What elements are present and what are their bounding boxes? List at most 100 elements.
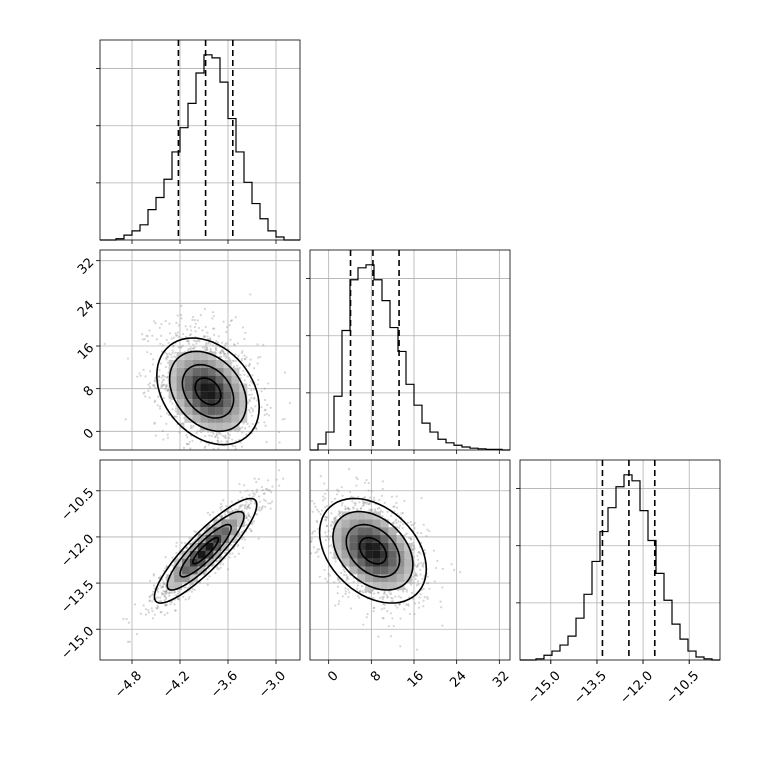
density-cell: [333, 542, 342, 551]
scatter-point: [363, 501, 366, 504]
scatter-point: [161, 385, 164, 388]
contour-level-3: [318, 497, 428, 604]
density-cell: [166, 582, 175, 591]
scatter-point: [303, 542, 305, 544]
scatter-point: [422, 563, 425, 566]
scatter-point: [419, 552, 422, 555]
scatter-point: [236, 430, 239, 433]
scatter-point: [333, 516, 337, 520]
scatter-point: [390, 600, 393, 603]
scatter-point: [234, 445, 237, 448]
scatter-point: [246, 422, 249, 425]
scatter-point: [208, 524, 211, 527]
scatter-point: [241, 496, 244, 499]
scatter-point: [232, 365, 235, 368]
scatter-point: [413, 563, 417, 567]
x-tick-label-1-0: 0: [325, 668, 341, 684]
density-cell: [213, 542, 222, 551]
scatter-point: [412, 546, 416, 549]
scatter-point: [224, 434, 227, 437]
scatter-point: [310, 499, 314, 503]
density-cell: [404, 550, 413, 559]
scatter-point: [278, 484, 281, 487]
scatter-point: [241, 431, 244, 434]
scatter-point: [163, 599, 166, 602]
scatter-point: [415, 584, 418, 587]
density-cell: [372, 558, 381, 567]
scatter-point: [358, 501, 361, 504]
scatter-point: [319, 513, 322, 516]
scatter-point: [413, 613, 416, 616]
scatter-point: [307, 566, 309, 568]
scatter-point: [245, 506, 249, 509]
scatter-point: [207, 460, 209, 462]
density-cell: [372, 550, 381, 559]
scatter-point: [248, 384, 251, 387]
scatter-point: [250, 500, 253, 503]
scatter-point: [157, 395, 160, 398]
scatter-point: [162, 383, 165, 387]
scatter-point: [248, 408, 251, 412]
scatter-point: [250, 530, 253, 533]
density-cell: [215, 383, 224, 392]
scatter-point: [360, 584, 364, 588]
scatter-point: [160, 384, 163, 387]
scatter-point: [302, 574, 304, 576]
y-tick-label-1-3: 24: [75, 298, 97, 320]
scatter-point: [222, 499, 225, 502]
scatter-point: [127, 621, 131, 624]
scatter-point: [176, 597, 179, 600]
scatter-point: [160, 385, 163, 389]
scatter-point: [157, 375, 161, 378]
scatter-point: [187, 342, 191, 345]
density-cell: [184, 383, 193, 392]
scatter-point: [182, 446, 186, 449]
scatter-point: [362, 623, 365, 626]
scatter-point: [381, 514, 384, 518]
scatter-point: [344, 590, 347, 593]
density-cell: [205, 542, 214, 551]
scatter-point: [352, 580, 355, 583]
scatter-point: [316, 550, 319, 553]
scatter-point: [180, 345, 183, 348]
density-cell: [239, 407, 248, 415]
scatter-point: [278, 441, 281, 444]
density-cell: [200, 352, 208, 360]
scatter-point: [223, 354, 226, 357]
scatter-point: [162, 582, 165, 585]
scatter-point: [184, 598, 187, 601]
scatter-point: [324, 497, 327, 500]
scatter-point: [193, 319, 196, 322]
scatter-point: [398, 602, 401, 606]
scatter-point: [324, 518, 327, 521]
density-cell: [205, 558, 214, 567]
scatter-point: [414, 577, 417, 580]
scatter-point: [416, 564, 419, 568]
scatter-point: [216, 436, 220, 440]
scatter-point: [433, 580, 436, 583]
scatter-point: [325, 524, 328, 528]
scatter-point: [170, 337, 173, 340]
scatter-point: [356, 594, 360, 597]
density-cell: [388, 582, 397, 591]
scatter-point: [341, 502, 344, 505]
scatter-point: [322, 499, 325, 502]
scatter-point: [251, 410, 255, 413]
scatter-point: [372, 606, 376, 610]
scatter-point: [239, 490, 242, 494]
density-cell: [215, 359, 224, 368]
scatter-point: [165, 352, 169, 356]
histogram-panel-2: [516, 459, 721, 664]
scatter-point: [224, 343, 227, 346]
density-cell: [189, 566, 198, 575]
scatter-point: [177, 346, 180, 349]
scatter-point: [404, 533, 407, 537]
scatter-point: [256, 383, 259, 386]
density-cell: [223, 414, 232, 423]
scatter-point: [252, 520, 256, 523]
scatter-point: [206, 335, 209, 338]
scatter-point: [204, 435, 207, 438]
scatter-point: [181, 332, 185, 336]
scatter-point: [352, 507, 355, 510]
density-cell: [223, 422, 232, 431]
